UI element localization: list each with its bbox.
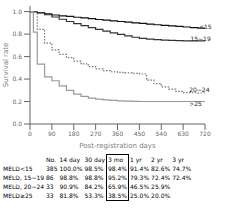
- svg-text:0.2: 0.2: [12, 98, 22, 105]
- html-text:3 yr: 3 yr: [172, 155, 184, 163]
- html-text:95.2%: 95.2%: [108, 174, 127, 181]
- html-text:46.5% 25.9%: 46.5% 25.9%: [130, 183, 171, 190]
- svg-text:0: 0: [28, 130, 32, 137]
- html-text:MELD, 20~24 33: MELD, 20~24 33: [3, 183, 54, 190]
- svg-text:630: 630: [177, 130, 189, 137]
- svg-text:<15: <15: [199, 23, 212, 30]
- svg-text:>25: >25: [189, 100, 202, 107]
- svg-text:0.0: 0.0: [12, 120, 22, 127]
- svg-text:540: 540: [156, 130, 168, 137]
- html-text:91.4% 82.6% 74.7%: 91.4% 82.6% 74.7%: [130, 165, 192, 172]
- svg-text:20~24: 20~24: [189, 86, 209, 93]
- svg-text:720: 720: [199, 130, 211, 137]
- svg-text:15~19: 15~19: [190, 35, 210, 42]
- svg-text:180: 180: [68, 130, 80, 137]
- html-text:79.3% 72.4% 72.4%: 79.3% 72.4% 72.4%: [130, 174, 192, 181]
- html-text:3 mo: 3 mo: [108, 156, 124, 163]
- svg-text:Post-registration days: Post-registration days: [79, 142, 156, 150]
- html-text:33: 33: [46, 192, 54, 200]
- svg-text:0.4: 0.4: [12, 75, 22, 82]
- html-text:25.0% 20.0%: 25.0% 20.0%: [130, 192, 171, 200]
- html-text:MELD≥25: MELD≥25: [3, 192, 33, 200]
- html-text:98.8%: 98.8%: [84, 174, 104, 181]
- svg-text:0.8: 0.8: [12, 30, 22, 37]
- html-text:98.4%: 98.4%: [108, 165, 127, 172]
- html-text:98.8%: 98.8%: [59, 174, 79, 181]
- html-text:53.3%: 53.3%: [84, 192, 104, 200]
- html-text:14 day: 14 day: [59, 155, 81, 163]
- html-text:MELD, 15~19 86: MELD, 15~19 86: [3, 174, 54, 181]
- html-text:90.9%: 90.9%: [59, 183, 79, 190]
- html-text:81.8%: 81.8%: [59, 192, 79, 200]
- svg-text:0.6: 0.6: [12, 53, 22, 60]
- html-text:1 yr: 1 yr: [130, 155, 142, 163]
- svg-text:360: 360: [112, 130, 124, 137]
- html-text:65.9%: 65.9%: [108, 183, 127, 190]
- svg-text:450: 450: [134, 130, 146, 137]
- html-text:No.: No.: [46, 155, 56, 163]
- html-text:MELD<15: MELD<15: [3, 165, 33, 172]
- svg-text:270: 270: [90, 130, 102, 137]
- html-text:2 yr: 2 yr: [151, 155, 163, 163]
- svg-text:1.0: 1.0: [12, 8, 22, 15]
- html-text:385 100.0% 98.5%: 385 100.0% 98.5%: [46, 165, 104, 172]
- html-text:38.5%: 38.5%: [108, 192, 127, 199]
- html-text:84.2%: 84.2%: [84, 183, 104, 190]
- html-text:30 day: 30 day: [84, 155, 105, 163]
- svg-text:Survival rate: Survival rate: [8, 43, 10, 88]
- svg-text:90: 90: [48, 130, 56, 137]
